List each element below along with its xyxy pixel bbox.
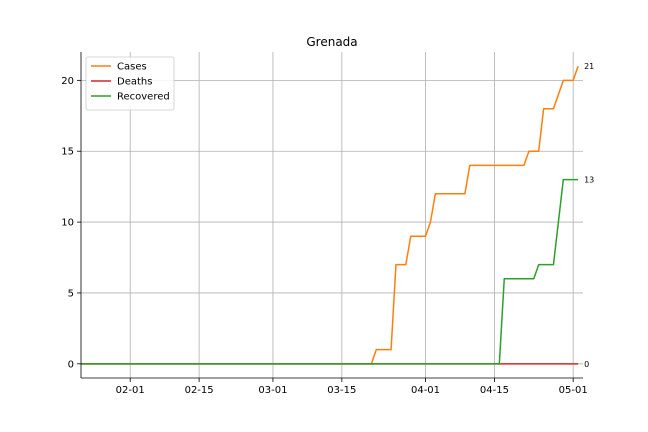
x-tick-label: 04-15 [480, 385, 509, 396]
x-tick-label: 03-15 [327, 385, 356, 396]
series-line-cases [81, 65, 579, 365]
x-tick-label: 03-01 [258, 385, 287, 396]
end-label-cases: 21 [584, 62, 594, 71]
y-tick-label: 5 [68, 288, 74, 299]
end-label-recovered: 13 [584, 176, 594, 185]
x-tick-label: 02-15 [185, 385, 214, 396]
end-label-deaths: 0 [584, 360, 589, 369]
series-line-recovered [81, 178, 579, 365]
x-tick-label: 04-01 [411, 385, 440, 396]
x-tick-label: 05-01 [559, 385, 588, 396]
chart-title: Grenada [306, 35, 357, 49]
y-tick-label: 10 [61, 218, 74, 229]
y-tick-label: 0 [68, 359, 74, 370]
legend: Cases Deaths Recovered [85, 56, 175, 111]
legend-label-cases: Cases [117, 62, 147, 73]
end-labels: 21 0 13 [584, 62, 594, 369]
x-axis: 02-01 02-15 03-01 03-15 04-01 04-15 05-01 [116, 378, 588, 396]
legend-label-deaths: Deaths [117, 77, 152, 88]
legend-label-recovered: Recovered [117, 92, 170, 103]
series-lines [81, 65, 579, 365]
x-tick-label: 02-01 [116, 385, 145, 396]
axes-spines [80, 52, 583, 379]
y-tick-label: 15 [61, 147, 74, 158]
y-tick-label: 20 [61, 76, 74, 87]
y-axis: 0 5 10 15 20 [61, 76, 81, 370]
